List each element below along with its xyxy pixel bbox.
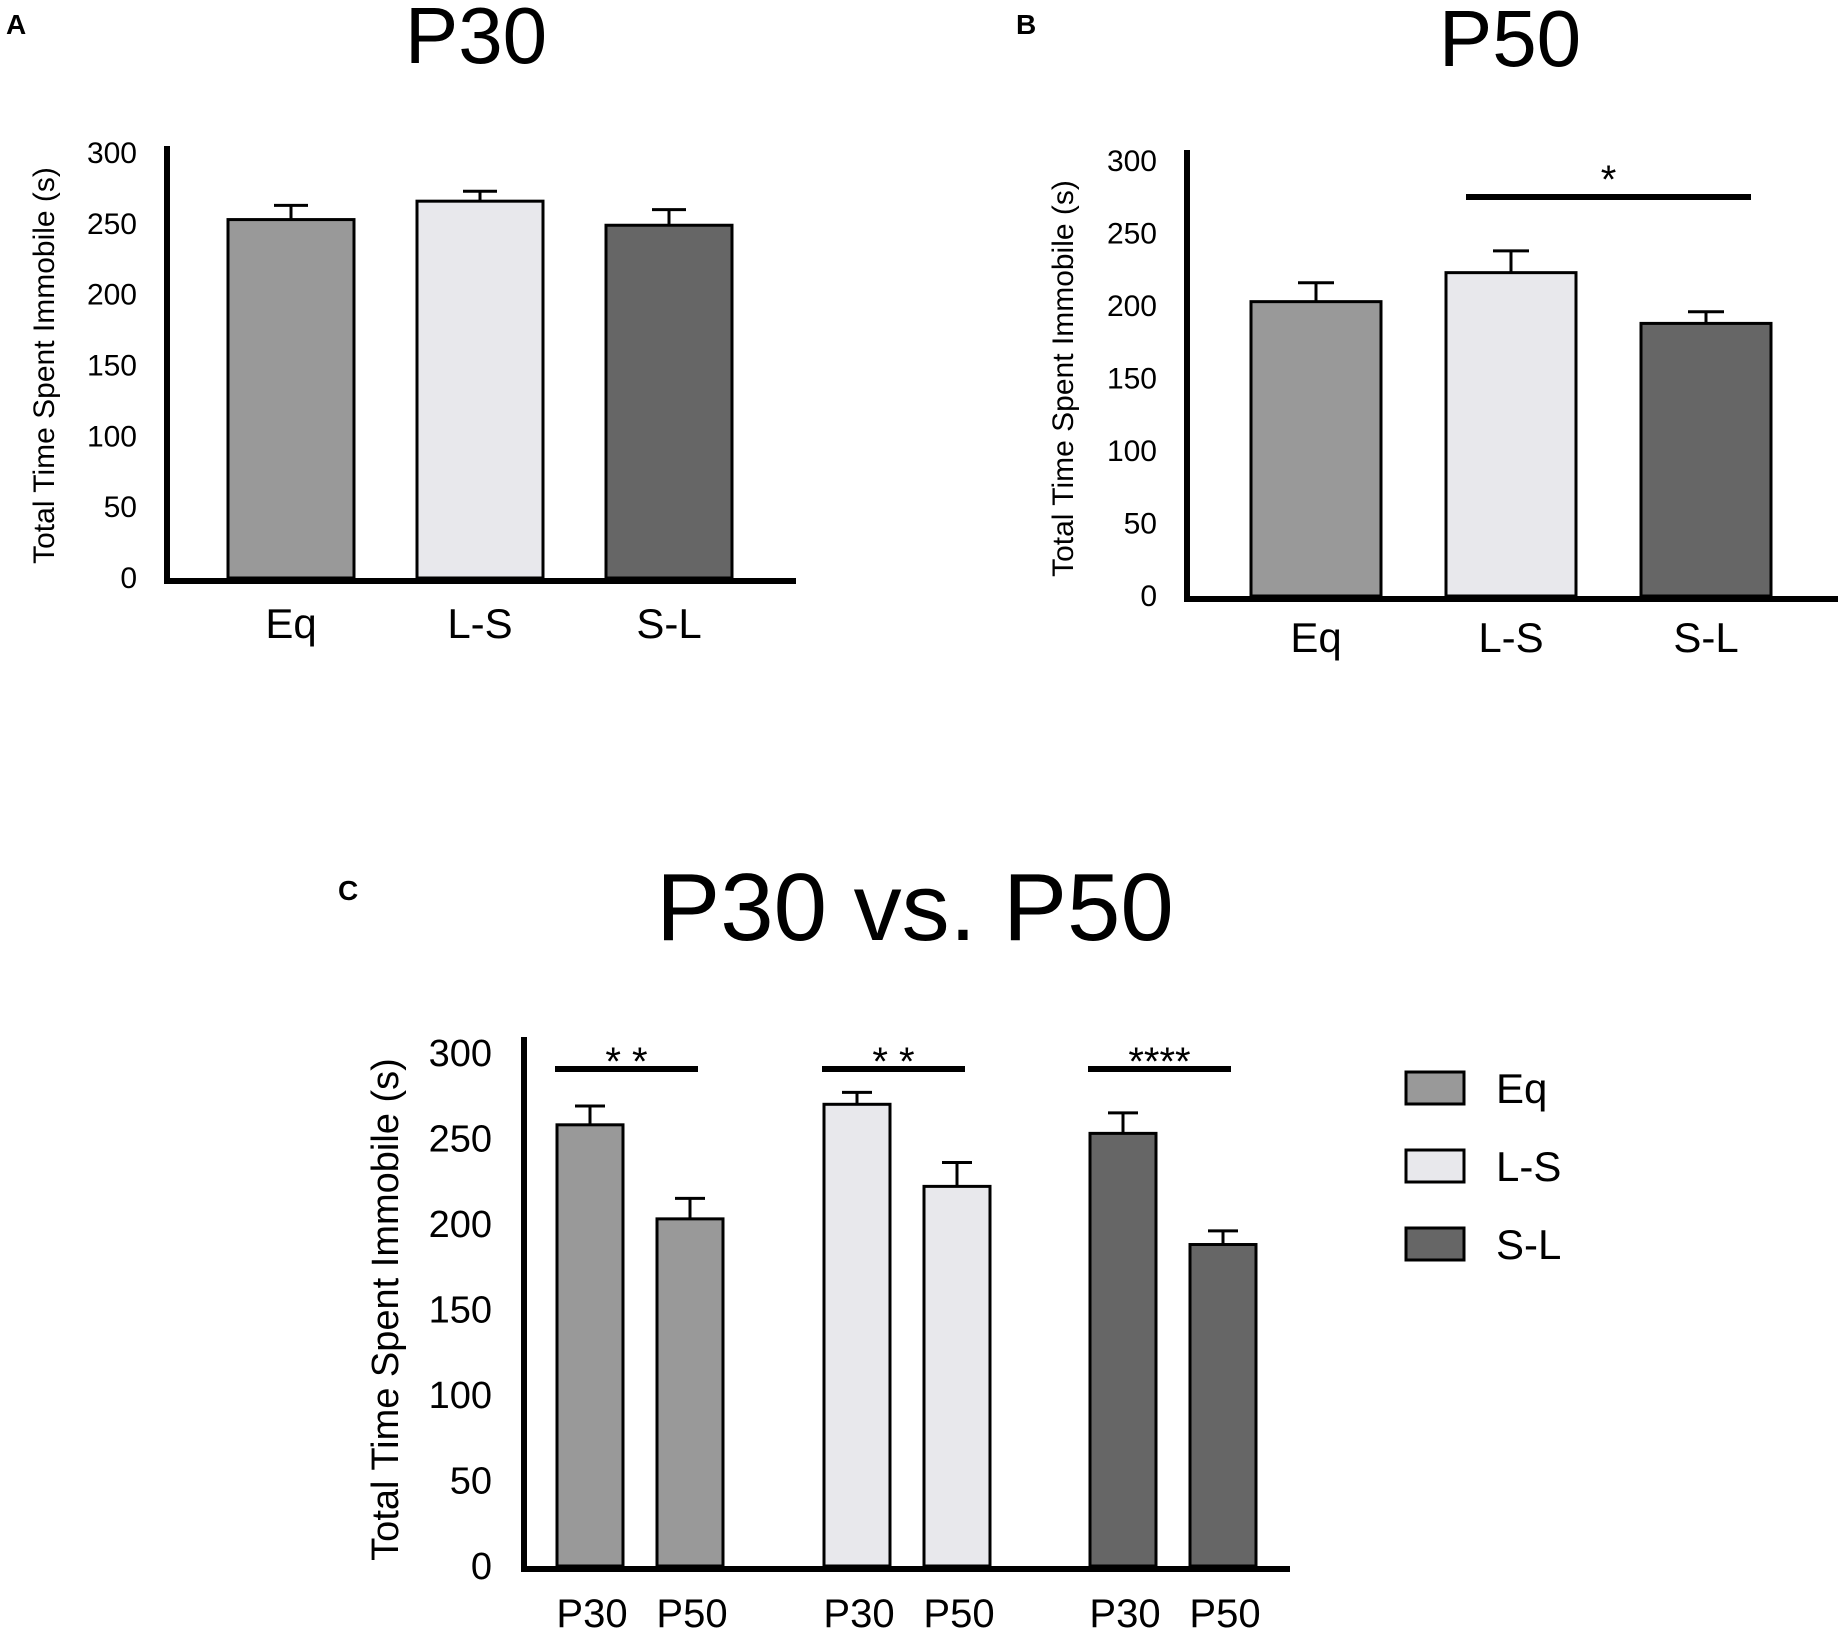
- bar: [415, 199, 545, 580]
- panel-b: B P50 Total Time Spent Immobile (s) 0 50 100 1…: [1016, 0, 1838, 661]
- y-tick-label: 300: [429, 1033, 492, 1075]
- significance-marker: * *: [605, 1040, 647, 1084]
- legend-label: L-S: [1496, 1143, 1561, 1190]
- significance-marker: ****: [1128, 1040, 1190, 1084]
- y-tick-label: 200: [429, 1204, 492, 1246]
- legend-label: S-L: [1496, 1221, 1561, 1268]
- bar: [1249, 300, 1383, 598]
- bar: [822, 1102, 892, 1568]
- y-tick-label: 100: [87, 420, 137, 453]
- x-tick-label: P50: [656, 1592, 727, 1631]
- legend-label: Eq: [1496, 1065, 1547, 1112]
- y-axis-label: Total Time Spent Immobile (s): [1047, 180, 1080, 577]
- bar: [1444, 271, 1578, 598]
- y-tick-label: 50: [104, 491, 137, 524]
- bar: [226, 218, 356, 580]
- x-tick-label: S-L: [1673, 614, 1738, 661]
- chart-title: P30: [405, 0, 547, 80]
- chart-title: P30 vs. P50: [656, 854, 1174, 961]
- significance-marker: *: [1601, 158, 1617, 202]
- y-tick-label: 100: [1107, 435, 1157, 468]
- x-tick-label: P50: [923, 1592, 994, 1631]
- bar: [922, 1184, 992, 1568]
- x-tick-label: L-S: [447, 600, 512, 647]
- y-tick-label: 200: [87, 279, 137, 312]
- x-tick-label: P50: [1189, 1592, 1260, 1631]
- y-tick-label: 0: [1140, 580, 1157, 613]
- y-axis-label: Total Time Spent Immobile (s): [28, 167, 61, 564]
- y-tick-label: 150: [87, 350, 137, 383]
- bar: [655, 1217, 725, 1568]
- x-tick-label: P30: [556, 1592, 627, 1631]
- x-tick-label: P30: [823, 1592, 894, 1631]
- y-tick-label: 300: [87, 137, 137, 170]
- x-tick-label: Eq: [1290, 614, 1341, 661]
- y-tick-label: 150: [1107, 363, 1157, 396]
- y-tick-label: 300: [1107, 145, 1157, 178]
- x-tick-label: P30: [1089, 1592, 1160, 1631]
- bar: [555, 1123, 625, 1568]
- panel-label: A: [6, 9, 26, 40]
- panel-label: C: [338, 875, 358, 906]
- y-tick-label: 250: [87, 208, 137, 241]
- panel-label: B: [1016, 9, 1036, 40]
- y-tick-label: 50: [450, 1461, 492, 1503]
- y-tick-label: 150: [429, 1290, 492, 1332]
- significance-marker: * *: [872, 1040, 914, 1084]
- legend-swatch: [1404, 1226, 1466, 1262]
- bar: [1088, 1131, 1158, 1568]
- y-tick-label: 100: [429, 1375, 492, 1417]
- panel-c: C P30 vs. P50 Total Time Spent Immobile (s…: [338, 854, 1561, 1631]
- x-tick-label: Eq: [265, 600, 316, 647]
- bar: [604, 223, 734, 580]
- bar: [1188, 1243, 1258, 1568]
- x-tick-label: L-S: [1478, 614, 1543, 661]
- y-tick-label: 250: [429, 1119, 492, 1161]
- bar: [1639, 321, 1773, 598]
- y-tick-label: 200: [1107, 290, 1157, 323]
- x-tick-label: S-L: [636, 600, 701, 647]
- y-axis-label: Total Time Spent Immobile (s): [365, 1058, 407, 1561]
- y-tick-label: 50: [1124, 508, 1157, 541]
- chart-title: P50: [1439, 0, 1581, 83]
- legend-swatch: [1404, 1070, 1466, 1106]
- y-tick-label: 250: [1107, 218, 1157, 251]
- legend: Eq L-S S-L: [1404, 1065, 1561, 1268]
- y-tick-label: 0: [471, 1546, 492, 1588]
- panel-a: A P30 Total Time Spent Immobile (s) 0 50 100 1…: [6, 0, 796, 647]
- y-tick-label: 0: [120, 562, 137, 595]
- legend-swatch: [1404, 1148, 1466, 1184]
